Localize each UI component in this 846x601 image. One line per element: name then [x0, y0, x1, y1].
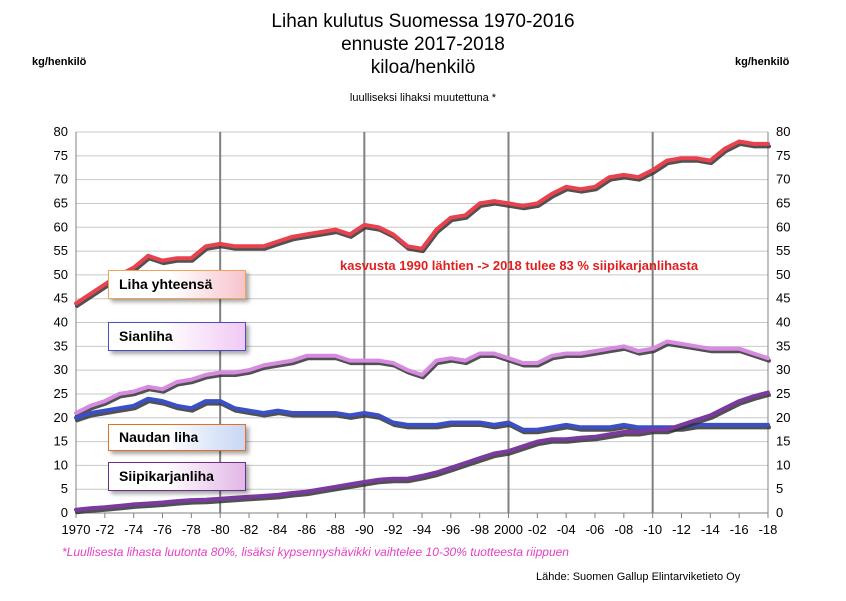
x-tick-label: -92	[384, 522, 403, 537]
x-tick-label: -12	[672, 522, 691, 537]
x-tick-label: -90	[355, 522, 374, 537]
y-tick-label-left: 45	[54, 291, 68, 306]
y-tick-label-right: 80	[776, 124, 790, 139]
y-axis-unit-left: kg/henkilö	[32, 56, 87, 68]
footnote: *Luullisesta lihasta luutonta 80%, lisäk…	[62, 545, 569, 559]
y-tick-label-right: 55	[776, 243, 790, 258]
y-tick-label-right: 50	[776, 267, 790, 282]
legend-label-beef: Naudan liha	[108, 424, 246, 451]
x-tick-label: -78	[182, 522, 201, 537]
legend-label-total: Liha yhteensä	[108, 270, 246, 299]
x-tick-label: -88	[326, 522, 345, 537]
x-tick-label: -94	[413, 522, 432, 537]
y-tick-label-right: 45	[776, 291, 790, 306]
y-tick-label-left: 20	[54, 410, 68, 425]
y-tick-label-left: 70	[54, 172, 68, 187]
growth-annotation: kasvusta 1990 lähtien -> 2018 tulee 83 %…	[340, 258, 699, 273]
y-tick-label-left: 60	[54, 219, 68, 234]
x-tick-label: -82	[240, 522, 259, 537]
x-tick-label: -14	[701, 522, 720, 537]
y-tick-label-left: 80	[54, 124, 68, 139]
x-tick-label: -18	[759, 522, 778, 537]
title-line-1: Lihan kulutus Suomessa 1970-2016	[271, 11, 575, 32]
y-tick-label-right: 15	[776, 434, 790, 449]
y-tick-label-right: 70	[776, 172, 790, 187]
y-tick-label-left: 75	[54, 148, 68, 163]
y-tick-label-left: 5	[61, 481, 68, 496]
source-label: Lähde: Suomen Gallup Elintarviketieto Oy	[536, 571, 741, 583]
y-tick-label-right: 10	[776, 457, 790, 472]
x-tick-label: -80	[211, 522, 230, 537]
x-tick-label: -02	[528, 522, 547, 537]
x-tick-label: -84	[268, 522, 287, 537]
series-shadow-poultry	[75, 393, 771, 515]
x-tick-label: -74	[124, 522, 143, 537]
y-tick-label-left: 55	[54, 243, 68, 258]
y-tick-label-left: 10	[54, 457, 68, 472]
title-line-3: kiloa/henkilö	[370, 57, 476, 78]
y-tick-label-left: 25	[54, 386, 68, 401]
y-tick-label-left: 40	[54, 315, 68, 330]
series-shadow-pork	[75, 342, 771, 418]
x-tick-label: -98	[470, 522, 489, 537]
y-tick-label-right: 60	[776, 219, 790, 234]
y-tick-label-left: 50	[54, 267, 68, 282]
x-tick-label: -10	[643, 522, 662, 537]
y-tick-label-left: 30	[54, 362, 68, 377]
series-line-poultry	[74, 390, 770, 512]
x-tick-label: -96	[441, 522, 460, 537]
y-tick-label-right: 20	[776, 410, 790, 425]
y-axis-unit-right: kg/henkilö	[735, 56, 790, 68]
y-tick-label-left: 35	[54, 338, 68, 353]
x-tick-label: -08	[614, 522, 633, 537]
y-tick-label-left: 15	[54, 434, 68, 449]
y-tick-label-right: 25	[776, 386, 790, 401]
y-tick-label-right: 35	[776, 338, 790, 353]
y-tick-label-right: 5	[776, 481, 783, 496]
x-tick-label: -86	[297, 522, 316, 537]
y-tick-label-right: 65	[776, 195, 790, 210]
title-line-2: ennuste 2017-2018	[341, 34, 505, 55]
y-tick-label-right: 30	[776, 362, 790, 377]
y-tick-label-right: 40	[776, 315, 790, 330]
x-tick-label: -72	[95, 522, 114, 537]
y-tick-label-left: 0	[61, 505, 68, 520]
legend-label-pork: Sianliha	[108, 322, 246, 351]
series-line-total	[74, 139, 770, 306]
chart-subtitle: luulliseksi lihaksi muutettuna *	[349, 92, 497, 104]
x-tick-label: 2000	[494, 522, 523, 537]
y-tick-label-right: 75	[776, 148, 790, 163]
x-tick-label: -06	[586, 522, 605, 537]
y-tick-label-left: 65	[54, 195, 68, 210]
x-tick-label: -76	[153, 522, 172, 537]
x-tick-label: -16	[730, 522, 749, 537]
series-line-pork	[74, 339, 770, 415]
x-tick-label: 1970	[62, 522, 91, 537]
legend-label-poultry: Siipikarjanliha	[108, 462, 246, 491]
x-tick-label: -04	[557, 522, 576, 537]
series-shadow-total	[75, 142, 771, 308]
y-tick-label-right: 0	[776, 505, 783, 520]
series-line-beef	[74, 396, 770, 432]
